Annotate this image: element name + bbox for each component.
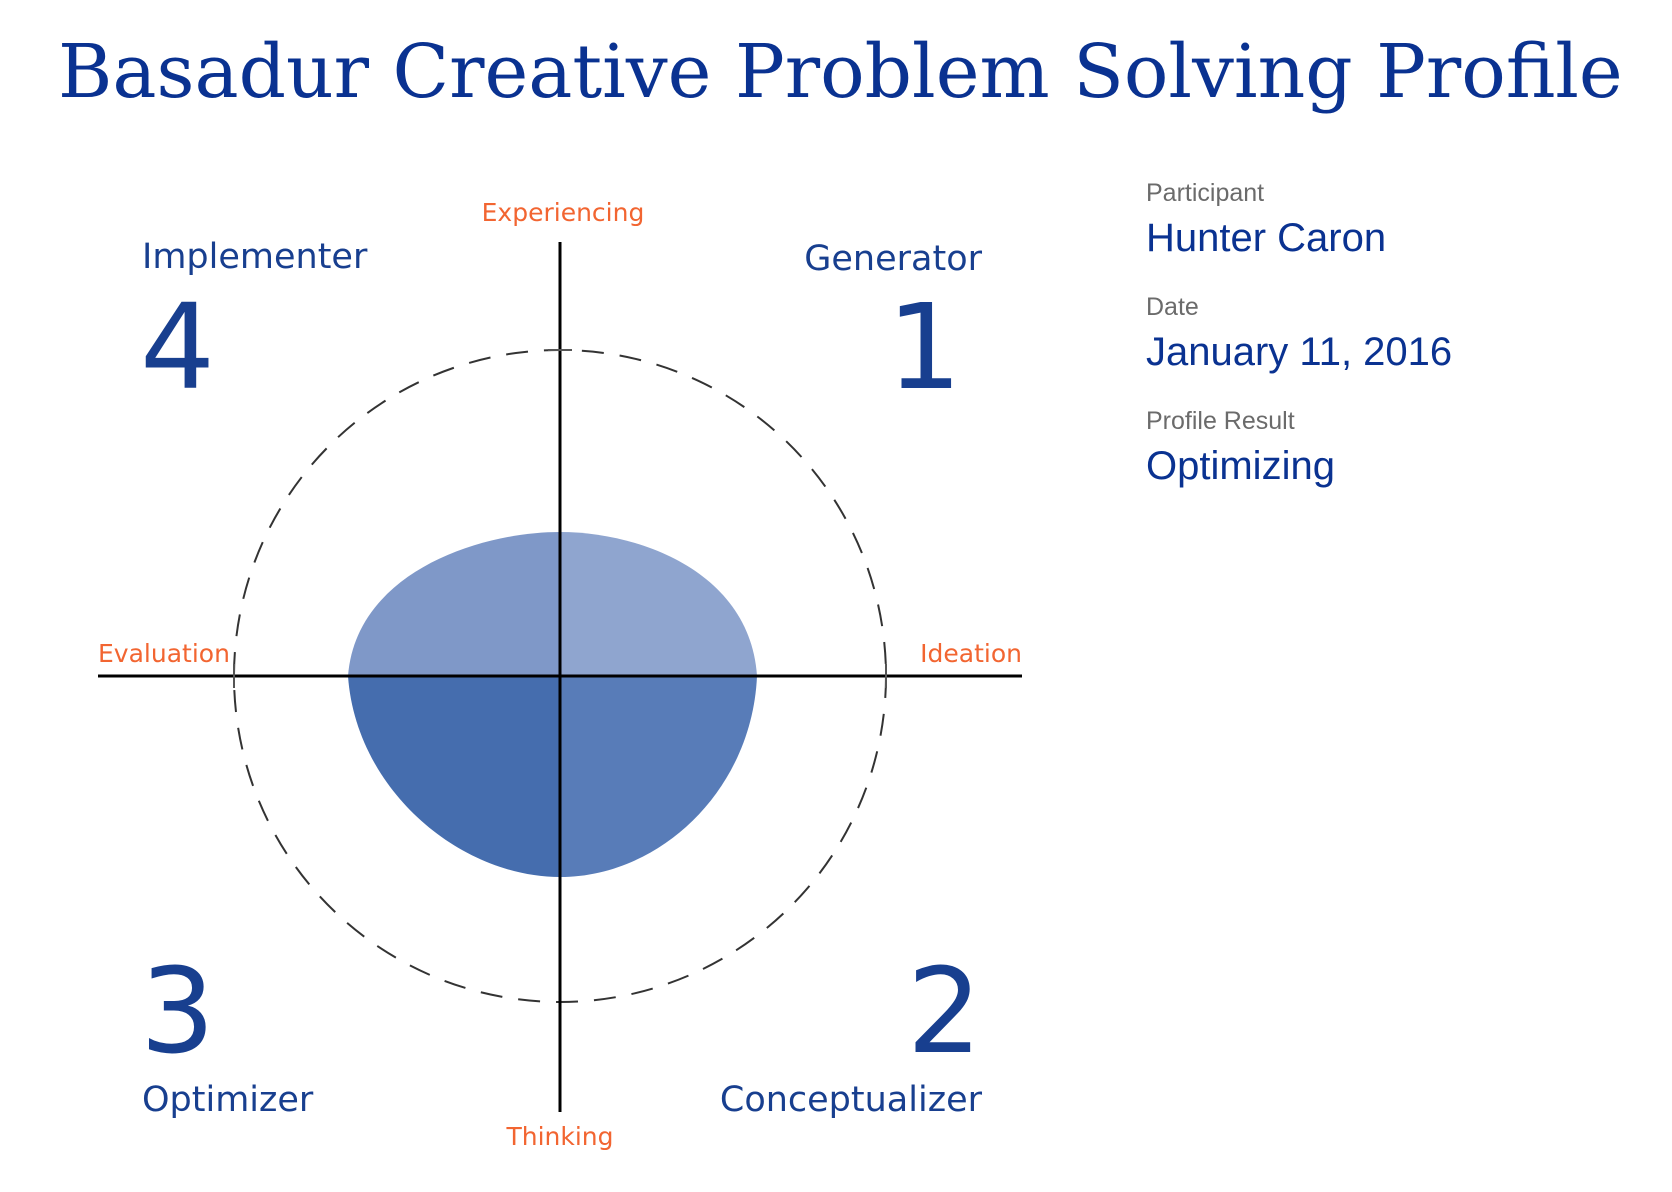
quadrant-2-name: Conceptualizer	[720, 1080, 983, 1120]
profile-shape-quadrant-3	[348, 676, 560, 877]
quadrant-1-number: 1	[887, 278, 962, 416]
quadrant-4-number: 4	[140, 278, 215, 416]
participant-label: Participant	[1146, 179, 1265, 207]
profile-shape-quadrant-1	[560, 532, 757, 676]
profile-result-label: Profile Result	[1146, 407, 1295, 435]
page-title: Basadur Creative Problem Solving Profile	[58, 29, 1623, 115]
axis-label-evaluation: Evaluation	[98, 639, 230, 668]
quadrant-1-name: Generator	[804, 239, 982, 279]
participant-value: Hunter Caron	[1146, 216, 1387, 260]
profile-result-value: Optimizing	[1146, 444, 1335, 488]
quadrant-4-name: Implementer	[142, 237, 368, 277]
profile-shape-quadrant-2	[560, 676, 757, 877]
quadrant-3-number: 3	[140, 942, 215, 1080]
axis-label-experiencing: Experiencing	[482, 198, 645, 227]
quadrant-3-name: Optimizer	[142, 1080, 314, 1120]
axis-label-thinking: Thinking	[505, 1122, 613, 1151]
profile-shape	[348, 532, 757, 877]
date-label: Date	[1146, 293, 1199, 321]
profile-shape-quadrant-4	[348, 532, 560, 676]
quadrant-2-number: 2	[907, 942, 982, 1080]
profile-diagram: Experiencing Thinking Evaluation Ideatio…	[98, 198, 1022, 1151]
date-value: January 11, 2016	[1146, 330, 1453, 374]
axis-label-ideation: Ideation	[920, 639, 1022, 668]
profile-info-panel: Participant Hunter Caron Date January 11…	[1146, 178, 1646, 520]
